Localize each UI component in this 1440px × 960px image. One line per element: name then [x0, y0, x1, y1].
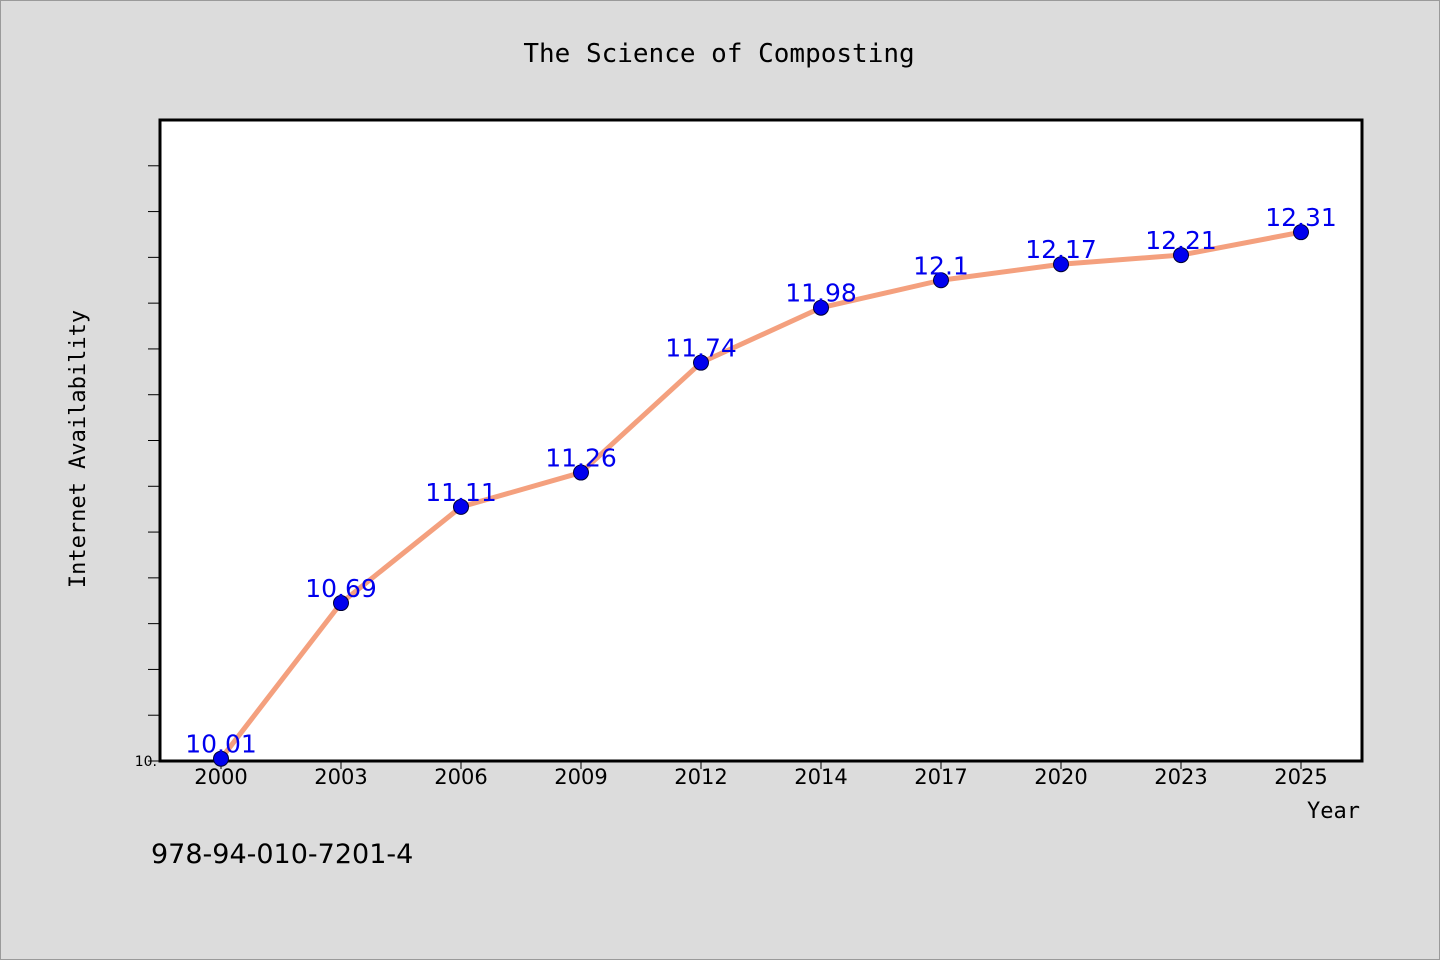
data-point-marker [933, 272, 949, 289]
x-axis-title: Year [1307, 799, 1360, 824]
data-point-marker [213, 750, 229, 767]
chart-title: The Science of Composting [523, 39, 914, 69]
data-label: 12.31 [1265, 203, 1337, 232]
data-label: 11.74 [665, 334, 737, 363]
plot-area [158, 118, 1364, 763]
data-label: 11.11 [425, 478, 497, 507]
data-point-marker [693, 354, 709, 371]
series-markers [213, 224, 1309, 767]
data-point-marker [1053, 256, 1069, 273]
data-point-marker [1173, 247, 1189, 264]
data-label: 12.17 [1025, 235, 1097, 264]
data-point-marker [813, 299, 829, 316]
x-axis-ticks [220, 761, 1302, 769]
x-tick-label: 2025 [1274, 765, 1327, 789]
y-axis-ticks [148, 165, 160, 762]
series-line [218, 229, 1304, 762]
x-tick-label: 2023 [1154, 765, 1207, 789]
footer-isbn-code: 978-94-010-7201-4 [151, 839, 413, 870]
data-label: 11.26 [545, 444, 617, 473]
data-point-marker [333, 595, 349, 612]
data-label: 12.21 [1145, 226, 1217, 255]
data-label: 10.69 [305, 574, 377, 603]
y-axis-tick-labels: 10. [135, 754, 157, 770]
data-label: 10.01 [185, 730, 257, 759]
data-label: 12.1 [913, 251, 969, 280]
data-label: 11.98 [785, 279, 857, 308]
x-tick-label: 2020 [1034, 765, 1087, 789]
x-tick-label: 2006 [434, 765, 487, 789]
x-tick-label: 2017 [914, 765, 967, 789]
y-tick-label: 10. [135, 754, 157, 770]
x-tick-label: 2014 [794, 765, 847, 789]
y-axis-title: Internet Availability [66, 310, 91, 588]
x-tick-label: 2003 [314, 765, 367, 789]
data-point-marker [1293, 224, 1309, 241]
data-labels: 10.01 10.69 11.11 11.26 11.74 11.98 12.1 12.17 1… [185, 203, 1337, 759]
data-point-marker [453, 498, 469, 515]
x-axis-tick-labels: 2000 2003 2006 2009 2012 2014 2017 2020 2023 2025 [194, 765, 1327, 789]
x-tick-label: 2012 [674, 765, 727, 789]
x-tick-label: 2009 [554, 765, 607, 789]
data-point-marker [573, 464, 589, 481]
x-tick-label: 2000 [194, 765, 247, 789]
